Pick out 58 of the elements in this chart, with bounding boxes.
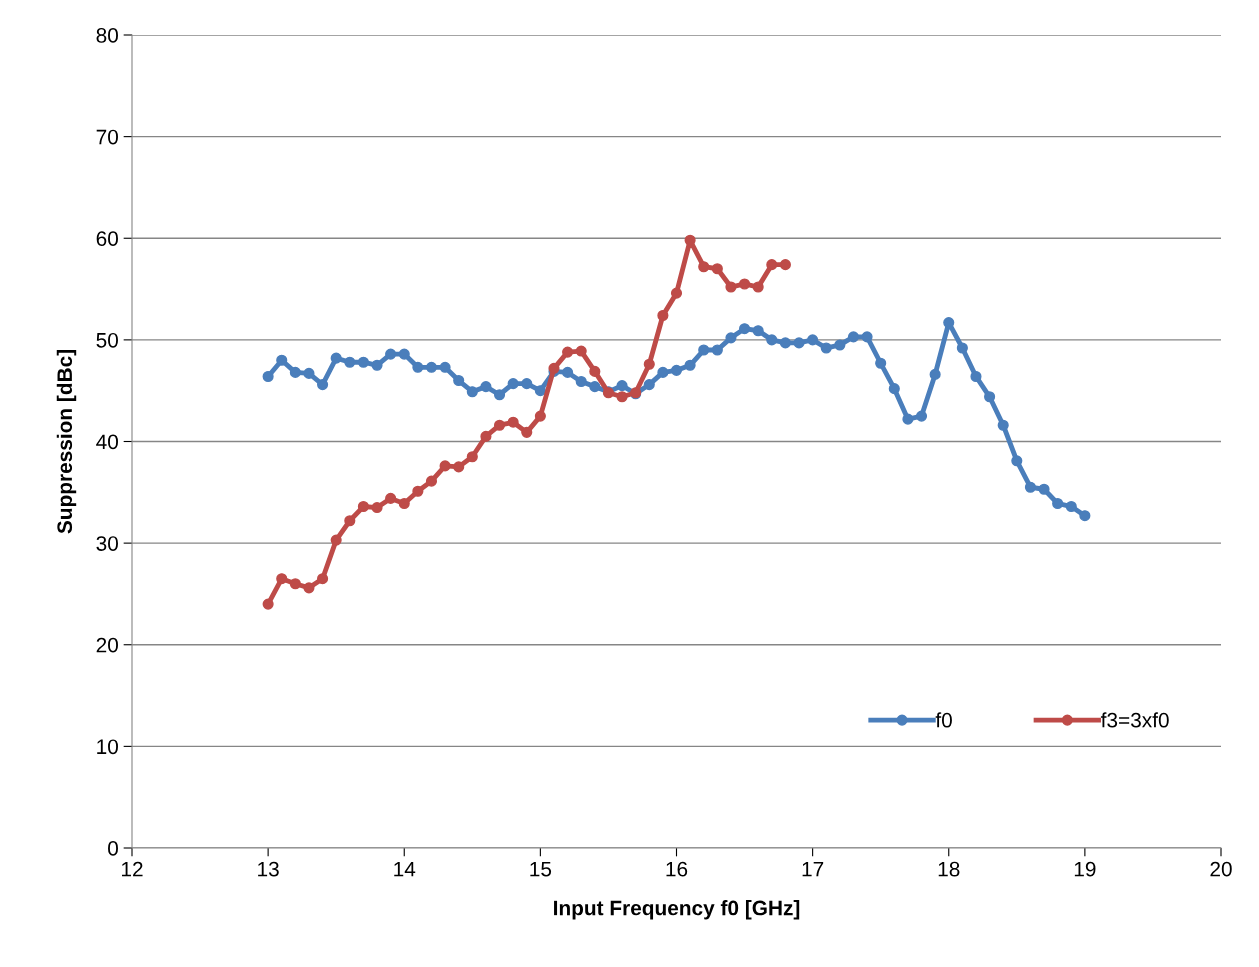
y-tick-label: 80: [96, 28, 118, 43]
x-tick-label: 20: [1210, 861, 1232, 877]
point: [657, 309, 669, 322]
point: [357, 500, 369, 513]
x-tick-label: 19: [1074, 861, 1096, 877]
point: [303, 582, 315, 594]
point: [725, 281, 737, 293]
point: [534, 410, 546, 422]
y-tick-label: 10: [97, 739, 118, 755]
point: [276, 573, 288, 585]
point: [739, 278, 751, 290]
point: [670, 287, 683, 299]
point: [779, 259, 791, 271]
y-tick-label: 50: [96, 332, 118, 348]
point: [317, 573, 329, 585]
point: [425, 475, 438, 487]
point: [521, 426, 533, 438]
point: [616, 391, 628, 403]
point: [412, 485, 424, 497]
point: [643, 358, 655, 370]
legend-label: f3=3xf0: [1100, 712, 1169, 728]
point: [575, 345, 587, 357]
point: [289, 578, 301, 590]
y-tick-label: 0: [108, 841, 118, 856]
x-tick-label: 14: [394, 861, 416, 877]
y-axis-title: Suppression [dBc]: [56, 350, 77, 534]
point: [439, 460, 451, 472]
point: [493, 419, 506, 431]
x-tick-label: 13: [258, 861, 279, 877]
legend-label: f0: [935, 712, 952, 728]
y-tick-label: 40: [96, 434, 118, 450]
point: [507, 416, 519, 428]
point: [453, 461, 465, 473]
x-tick-label: 17: [802, 861, 824, 877]
point: [589, 365, 601, 377]
y-tick-label: 60: [96, 231, 118, 246]
point: [344, 515, 356, 527]
point: [684, 234, 696, 246]
point: [480, 430, 492, 442]
point: [466, 451, 478, 463]
x-tick-label: 18: [938, 861, 960, 877]
y-tick-label: 30: [96, 536, 118, 551]
point: [711, 263, 723, 275]
x-axis-title: Input Frequency f0 [GHz]: [554, 900, 800, 920]
x-tick-label: 12: [122, 861, 143, 877]
point: [262, 598, 274, 610]
y-tick-label: 20: [96, 637, 118, 653]
x-tick-label: 16: [666, 861, 688, 877]
point: [752, 281, 764, 293]
point: [330, 534, 342, 546]
point: [371, 501, 383, 514]
point: [766, 259, 778, 271]
y-tick-label: 70: [96, 129, 118, 145]
point: [385, 492, 397, 504]
x-tick-label: 15: [530, 861, 552, 877]
point: [398, 497, 410, 510]
point: [698, 261, 710, 273]
point: [562, 346, 574, 358]
